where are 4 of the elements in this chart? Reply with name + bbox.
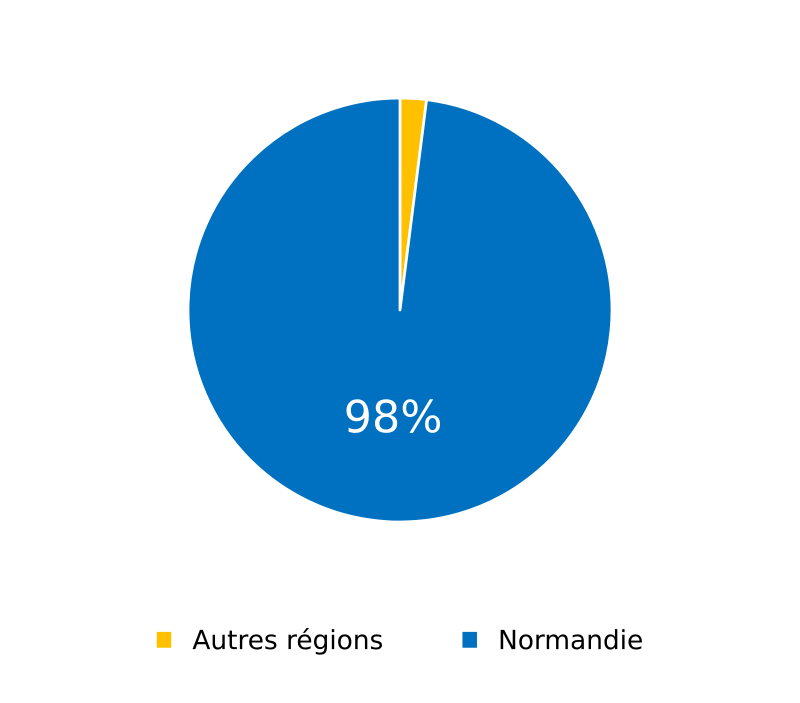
- pie-slice: [186, 96, 614, 524]
- legend-label: Autres régions: [192, 628, 382, 655]
- data-label: 98%: [346, 399, 440, 433]
- legend-label: Normandie: [500, 629, 642, 650]
